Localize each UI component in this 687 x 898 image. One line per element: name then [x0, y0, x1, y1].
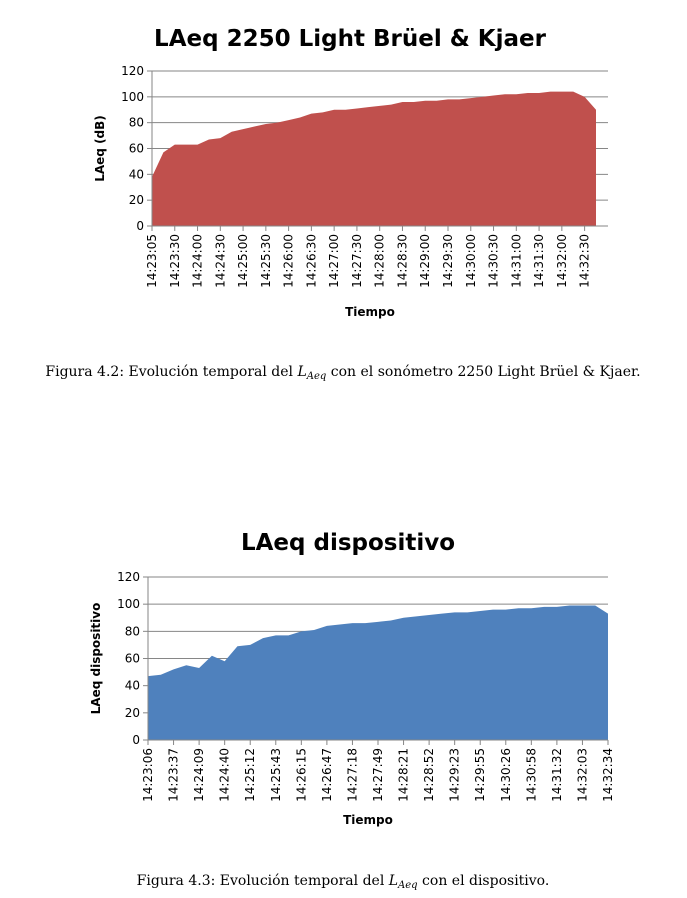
y-tick-label: 0 [136, 219, 144, 233]
y-tick-label: 120 [117, 570, 140, 584]
x-tick-label: 14:23:30 [168, 234, 182, 288]
x-tick-label: 14:32:00 [555, 234, 569, 288]
caption-subscript: Aeq [397, 880, 418, 891]
x-tick-label: 14:25:12 [243, 748, 257, 802]
x-tick-label: 14:24:30 [213, 234, 227, 288]
x-axis-title: Tiempo [343, 813, 393, 827]
x-tick-label: 14:25:43 [269, 748, 283, 802]
area [152, 91, 596, 227]
x-tick-label: 14:32:34 [601, 748, 615, 802]
x-tick-label: 14:29:30 [441, 234, 455, 288]
y-tick-label: 80 [125, 624, 140, 638]
x-tick-label: 14:32:30 [578, 234, 592, 288]
x-tick-label: 14:23:37 [167, 748, 181, 802]
x-tick-label: 14:28:30 [395, 234, 409, 288]
x-tick-label: 14:30:58 [524, 748, 538, 802]
x-tick-label: 14:28:21 [397, 748, 411, 802]
x-tick-label: 14:27:18 [345, 748, 359, 802]
caption-text: Figura 4.2: Evolución temporal del [45, 364, 297, 380]
x-tick-label: 14:29:23 [448, 748, 462, 802]
caption-text: con el dispositivo. [418, 873, 550, 889]
caption-symbol: L [388, 873, 398, 889]
caption-subscript: Aeq [306, 371, 327, 382]
x-tick-label: 14:30:30 [487, 234, 501, 288]
y-tick-label: 40 [129, 167, 144, 181]
caption: Figura 4.3: Evolución temporal del LAeq … [137, 873, 550, 891]
y-tick-label: 60 [125, 652, 140, 666]
x-tick-label: 14:23:06 [141, 748, 155, 802]
y-tick-label: 100 [121, 90, 144, 104]
x-tick-label: 14:29:55 [473, 748, 487, 802]
x-tick-label: 14:31:00 [509, 234, 523, 288]
x-tick-label: 14:27:30 [350, 234, 364, 288]
x-axis-title: Tiempo [345, 305, 395, 319]
x-tick-label: 14:24:09 [192, 748, 206, 802]
caption-symbol: L [296, 364, 306, 380]
x-tick-label: 14:32:03 [575, 748, 589, 802]
chart-title: LAeq dispositivo [241, 530, 455, 556]
caption-text: con el sonómetro 2250 Light Brüel & Kjae… [326, 364, 640, 380]
x-tick-label: 14:26:30 [304, 234, 318, 288]
x-tick-label: 14:27:00 [327, 234, 341, 288]
x-tick-label: 14:26:15 [294, 748, 308, 802]
y-tick-label: 120 [121, 64, 144, 78]
y-tick-label: 80 [129, 116, 144, 130]
x-tick-label: 14:29:00 [418, 234, 432, 288]
y-tick-label: 0 [132, 733, 140, 747]
x-tick-label: 14:24:00 [191, 234, 205, 288]
y-tick-label: 40 [125, 679, 140, 693]
caption: Figura 4.2: Evolución temporal del LAeq … [45, 364, 640, 382]
x-tick-label: 14:30:00 [464, 234, 478, 288]
x-tick-label: 14:25:00 [236, 234, 250, 288]
x-tick-label: 14:31:32 [550, 748, 564, 802]
x-tick-label: 14:24:40 [218, 748, 232, 802]
y-tick-label: 20 [125, 706, 140, 720]
chart-title: LAeq 2250 Light Brüel & Kjaer [154, 26, 547, 52]
x-tick-label: 14:28:00 [373, 234, 387, 288]
y-axis-title: LAeq (dB) [93, 115, 107, 182]
x-tick-label: 14:26:00 [282, 234, 296, 288]
x-tick-label: 14:28:52 [422, 748, 436, 802]
x-tick-label: 14:26:47 [320, 748, 334, 802]
x-tick-label: 14:25:30 [259, 234, 273, 288]
y-tick-label: 60 [129, 142, 144, 156]
x-tick-label: 14:27:49 [371, 748, 385, 802]
y-tick-label: 100 [117, 597, 140, 611]
y-axis-title: LAeq dispositivo [89, 603, 103, 715]
y-tick-label: 20 [129, 193, 144, 207]
x-tick-label: 14:23:05 [145, 234, 159, 288]
caption-text: Figura 4.3: Evolución temporal del [137, 873, 389, 889]
x-tick-label: 14:31:30 [532, 234, 546, 288]
x-tick-label: 14:30:26 [499, 748, 513, 802]
area [148, 605, 608, 740]
